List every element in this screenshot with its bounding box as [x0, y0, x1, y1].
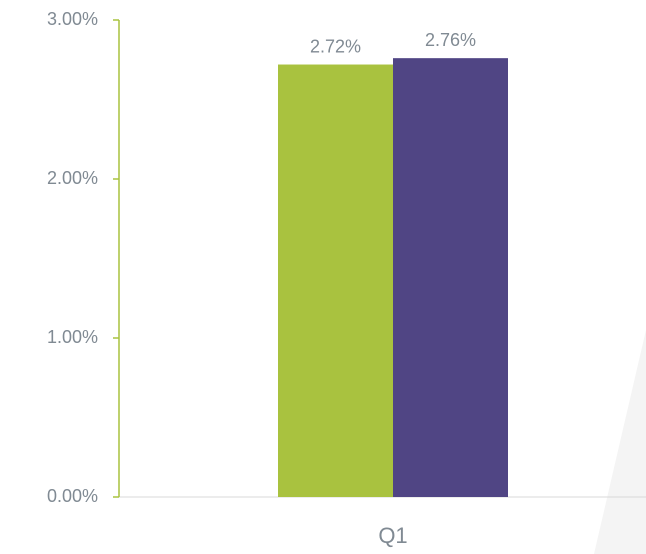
y-tick-label: 0.00%: [47, 486, 98, 506]
background-shape: [594, 330, 646, 554]
x-tick-label: Q1: [378, 523, 407, 548]
bar: [393, 58, 508, 497]
y-tick-label: 3.00%: [47, 9, 98, 29]
y-tick-label: 2.00%: [47, 168, 98, 188]
bar: [278, 64, 393, 498]
y-tick-label: 1.00%: [47, 327, 98, 347]
value-label: 2.76%: [425, 30, 476, 50]
value-label: 2.72%: [310, 36, 361, 56]
